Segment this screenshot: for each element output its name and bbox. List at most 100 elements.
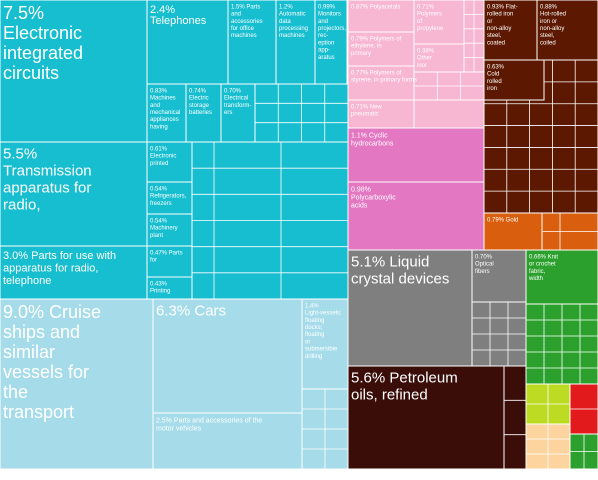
tile-label: 5.5% Transmission apparatus for radio, — [3, 146, 92, 214]
tile-label-line: batteries — [189, 110, 212, 116]
treemap-tile — [146, 141, 193, 183]
tile-label: 0.38% Other inor — [417, 48, 435, 68]
tile-label-line: freezers — [150, 201, 172, 207]
tile-label-line: Electric — [189, 96, 209, 102]
tile-label-line: 0.98% — [351, 186, 371, 193]
tile-label-line: or — [305, 339, 310, 345]
tile-label-line: 0.83% — [150, 88, 168, 94]
tile-label-line: styrene, in primary forms — [351, 78, 417, 84]
tile-label-line: radio, — [3, 197, 41, 214]
tile-label: 5.1% Liquid crystal devices — [351, 254, 449, 288]
tile-label-line: 9.0% Cruise — [3, 302, 101, 322]
tile-label: 0.99% Monitors and projectors, rec-eption app… — [318, 4, 346, 60]
tile-label-line: 2.5% Parts and accessories of the — [156, 417, 262, 424]
tile-label-line: non-alloy — [487, 26, 511, 32]
tile-label-line: ers — [224, 110, 232, 116]
tile-label-line: floating — [305, 332, 324, 338]
tile-label: 0.98% Polycarboxylic acids — [351, 186, 396, 209]
tile-label-line: fabric, — [529, 269, 546, 275]
tile-label-line: 0.54% — [150, 218, 168, 224]
tile-label-line: Monitors — [318, 12, 341, 18]
tile-label: 0.47% Parts for — [150, 250, 183, 263]
tile-label-line: 0.61% — [150, 146, 168, 152]
tile-label-line: ethylene, in — [351, 44, 382, 50]
tile-label: 0.93% Flat-rolled iron or non-alloy steel, c… — [487, 4, 518, 46]
tile-label-line: machines — [231, 33, 257, 39]
tile-label-line: primary — [351, 51, 371, 57]
tile-label: 0.74% Electric storage batteries — [189, 88, 212, 116]
treemap-tile — [525, 249, 598, 305]
tile-label-line: crystal devices — [351, 271, 449, 288]
treemap-tile — [413, 0, 465, 45]
tile-label-line: mechanical — [150, 110, 180, 116]
tile-label-line: Machinery — [150, 226, 178, 232]
tile-label-line: 2.4% — [150, 4, 175, 16]
tile-label-line: 0.66% Knit — [529, 254, 558, 260]
tile-label-line: 0.70% — [475, 254, 493, 260]
tile-label-line: data — [279, 19, 291, 25]
tile-label-line: iron or — [540, 19, 557, 25]
tile-label: 0.54% Refrigerators, freezers — [150, 186, 187, 206]
tile-label: 0.43% Printing — [150, 281, 170, 294]
tile-label-line: or — [487, 19, 492, 25]
tile-label: 0.87% Polyacetals — [351, 4, 400, 10]
tile-label-line: Telephones — [150, 15, 207, 27]
tile-label-line: 7.5% — [3, 3, 44, 23]
tile-label: 0.79% Gold — [487, 217, 518, 223]
tile-label-line: 1.4% — [305, 303, 319, 309]
tile-label-line: hydrocarbons — [351, 140, 394, 147]
tile-label: 0.83% Machines and mechanical appliances havi… — [150, 88, 180, 130]
tile-label-line: the — [3, 382, 28, 402]
tile-label-line: Light-vessels; — [305, 311, 342, 317]
tile-label-line: integrated — [3, 43, 83, 63]
tile-label: 9.0% Cruise ships and similar vessels for th… — [3, 302, 101, 422]
tile-label: 0.79% Polymers of ethylene, in primary — [351, 36, 402, 56]
tile-label-line: 6.3% Cars — [156, 303, 226, 320]
treemap-tile — [152, 298, 303, 414]
treemap-tile — [483, 0, 538, 61]
tile-label-line: 1.2% — [279, 4, 293, 10]
tile-label-line: 5.1% Liquid — [351, 254, 429, 271]
tile-label-line: Optical — [475, 262, 494, 268]
treemap-tile — [185, 83, 222, 143]
tile-label-line: ships and — [3, 322, 80, 342]
tile-label-line: or crochet — [529, 262, 556, 268]
treemap-tile — [0, 141, 148, 247]
tile-label-line: Electrical — [224, 96, 248, 102]
tile-label: 0.77% Polymers of styrene, in primary for… — [351, 70, 417, 83]
tile-label-line: 0.63% — [487, 64, 505, 70]
tile-label-line: Electronic — [150, 154, 176, 160]
tile-label-line: for office — [231, 26, 255, 32]
tile-label-line: 0.99% — [318, 4, 336, 10]
tile-label-line: motor vehicles — [156, 425, 202, 432]
tile-label: 3.0% Parts for use with apparatus for rad… — [3, 250, 116, 287]
tile-label: 2.5% Parts and accessories of the motor v… — [156, 417, 262, 432]
treemap-tile — [220, 83, 256, 143]
tile-label-line: similar — [3, 342, 55, 362]
tile-label-line: Cold — [487, 72, 499, 78]
treemap-tile — [347, 31, 415, 67]
tile-label: 0.61% Electronic printed — [150, 146, 176, 166]
tile-label-line: floating — [305, 318, 324, 324]
tile-label-line: submersible — [305, 347, 338, 353]
tile-label-line: Automatic — [279, 12, 306, 18]
tile-label-line: apparatus for — [3, 180, 91, 197]
treemap-tile — [146, 213, 193, 247]
treemap-tile — [227, 0, 277, 85]
tile-label-line: Electronic — [3, 23, 82, 43]
tile-label-line: appliances — [150, 117, 179, 123]
tile-label-line: width — [528, 276, 543, 282]
treemap-tile — [301, 298, 349, 390]
tile-label-line: of — [417, 19, 422, 25]
tile-label: 0.54% Machinery plant — [150, 218, 178, 238]
tile-label-line: Polycarboxylic — [351, 194, 396, 201]
tile-label-line: transport — [3, 402, 74, 422]
tile-label-line: 0.79% Polymers of — [351, 36, 402, 42]
tile-label-line: non-alloy — [540, 26, 564, 32]
tile-label-line: 0.71% — [417, 4, 435, 10]
tile-label-line: projectors, — [318, 26, 346, 32]
tile-label: 2.4% Telephones — [150, 4, 207, 27]
tile-label-line: Hot-rolled — [540, 12, 566, 18]
treemap-tile — [347, 0, 415, 33]
